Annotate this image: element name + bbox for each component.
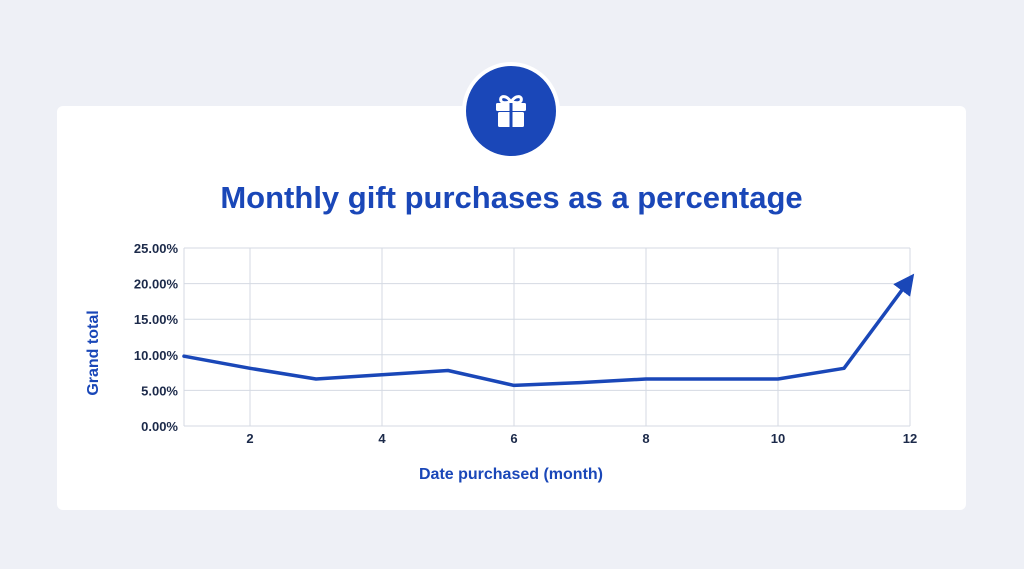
y-tick-label: 5.00% — [141, 383, 178, 398]
y-tick-label: 0.00% — [141, 419, 178, 434]
y-axis-ticks: 0.00% 5.00% 10.00% 15.00% 20.00% 25.00% — [134, 241, 179, 434]
x-tick-label: 10 — [771, 431, 785, 446]
x-tick-label: 4 — [378, 431, 386, 446]
series-group — [182, 273, 915, 388]
y-tick-label: 10.00% — [134, 348, 179, 363]
chart-card — [57, 106, 966, 510]
chart-title: Monthly gift purchases as a percentage — [220, 180, 803, 215]
y-tick-label: 15.00% — [134, 312, 179, 327]
x-tick-label: 6 — [510, 431, 517, 446]
x-tick-label: 12 — [903, 431, 917, 446]
x-axis-title: Date purchased (month) — [419, 466, 603, 483]
y-axis-title: Grand total — [85, 310, 102, 395]
chart-grid — [183, 247, 911, 427]
x-axis-ticks: 2 4 6 8 10 12 — [246, 431, 917, 446]
series-line — [182, 273, 915, 388]
gift-icon — [496, 95, 526, 127]
x-tick-label: 2 — [246, 431, 253, 446]
x-tick-label: 8 — [642, 431, 649, 446]
gift-badge — [462, 62, 560, 160]
y-tick-label: 20.00% — [134, 277, 179, 292]
y-tick-label: 25.00% — [134, 241, 179, 256]
